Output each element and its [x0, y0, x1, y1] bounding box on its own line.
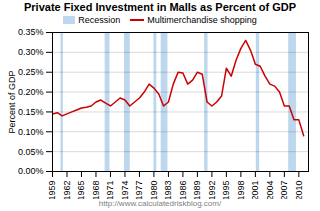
svg-text:2010: 2010 [294, 181, 304, 200]
svg-text:2004: 2004 [265, 181, 275, 200]
svg-text:0.20%: 0.20% [18, 87, 44, 97]
svg-text:1986: 1986 [178, 181, 188, 200]
svg-text:2007: 2007 [279, 181, 289, 200]
svg-text:0.00%: 0.00% [18, 166, 44, 176]
svg-text:Percent of GDP: Percent of GDP [7, 70, 17, 133]
svg-text:0.30%: 0.30% [18, 47, 44, 57]
svg-text:1977: 1977 [134, 181, 144, 200]
svg-text:0.10%: 0.10% [18, 127, 44, 137]
html-text:Recession: Recession [78, 15, 121, 25]
svg-text:1971: 1971 [105, 181, 115, 200]
svg-text:1983: 1983 [163, 181, 173, 200]
svg-text:1998: 1998 [236, 181, 246, 200]
svg-text:1995: 1995 [221, 181, 231, 200]
svg-text:0.05%: 0.05% [18, 147, 44, 157]
svg-text:1965: 1965 [76, 181, 86, 200]
svg-text:0.25%: 0.25% [18, 67, 44, 77]
svg-text:1974: 1974 [120, 181, 130, 200]
html-text:http://www.calculatedriskblog.: http://www.calculatedriskblog.com/ [98, 199, 222, 208]
svg-text:1962: 1962 [62, 181, 72, 200]
svg-text:0.15%: 0.15% [18, 107, 44, 117]
svg-text:0.35%: 0.35% [18, 27, 44, 37]
html-text:Multimerchandise shopping: Multimerchandise shopping [147, 15, 257, 25]
svg-text:1992: 1992 [207, 181, 217, 200]
svg-text:1980: 1980 [149, 181, 159, 200]
svg-text:1989: 1989 [192, 181, 202, 200]
svg-text:2001: 2001 [250, 181, 260, 200]
svg-text:1959: 1959 [47, 181, 57, 200]
html-text:Private Fixed Investment in Ma: Private Fixed Investment in Malls as Per… [24, 1, 296, 13]
svg-text:1968: 1968 [91, 181, 101, 200]
